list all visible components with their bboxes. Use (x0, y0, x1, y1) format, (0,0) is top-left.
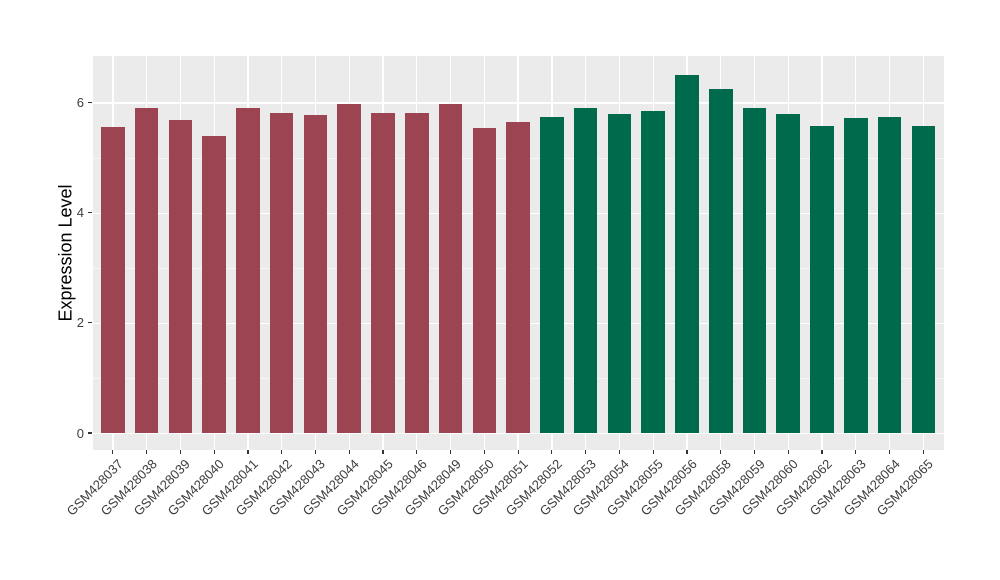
bar-GSM428038 (134, 108, 159, 433)
x-tick-mark-GSM428039 (179, 450, 181, 454)
x-tick-mark-GSM428064 (888, 450, 891, 454)
y-tick-label-2: 2 (76, 315, 84, 331)
y-tick-label-0: 0 (76, 425, 84, 441)
x-tick-mark-GSM428062 (821, 450, 823, 454)
x-tick-mark-GSM428050 (483, 450, 485, 454)
bar-GSM428049 (438, 103, 463, 433)
bar-GSM428050 (472, 127, 497, 433)
x-tick-mark-GSM428056 (686, 450, 688, 454)
bar-GSM428045 (371, 112, 395, 433)
bar-GSM428041 (236, 107, 260, 433)
bar-GSM428043 (303, 114, 328, 433)
x-tick-mark-GSM428045 (382, 450, 384, 454)
bar-GSM428054 (607, 113, 632, 433)
x-tick-mark-GSM428042 (281, 450, 283, 454)
bar-GSM428039 (168, 120, 193, 433)
x-tick-mark-GSM428043 (314, 450, 317, 454)
y-tick-mark-6 (88, 101, 92, 103)
x-tick-mark-GSM428038 (146, 450, 148, 454)
bar-GSM428040 (202, 136, 226, 433)
bar-GSM428042 (269, 113, 294, 433)
x-tick-mark-GSM428065 (922, 450, 924, 454)
bar-GSM428055 (641, 110, 665, 433)
x-tick-mark-GSM428044 (348, 450, 350, 454)
bar-GSM428037 (101, 126, 125, 433)
x-tick-mark-GSM428051 (517, 450, 519, 454)
bar-GSM428056 (675, 74, 699, 433)
plot-panel (92, 56, 944, 450)
y-tick-label-4: 4 (76, 205, 84, 221)
y-tick-label-6: 6 (76, 94, 84, 110)
x-tick-mark-GSM428059 (753, 450, 756, 454)
x-tick-mark-GSM428041 (247, 450, 249, 454)
x-tick-mark-GSM428063 (855, 450, 857, 454)
y-tick-mark-2 (88, 322, 92, 324)
x-tick-mark-GSM428037 (112, 450, 114, 454)
bar-GSM428052 (540, 117, 564, 433)
x-tick-mark-GSM428058 (720, 450, 722, 454)
bar-GSM428064 (877, 116, 902, 433)
y-tick-mark-0 (88, 432, 92, 434)
x-tick-mark-GSM428054 (618, 450, 620, 454)
x-tick-mark-GSM428046 (416, 450, 418, 454)
bar-GSM428062 (810, 126, 834, 433)
x-tick-mark-GSM428052 (551, 450, 553, 454)
bar-GSM428059 (742, 108, 767, 433)
bar-GSM428058 (708, 89, 733, 433)
x-tick-mark-GSM428060 (787, 450, 789, 454)
x-tick-mark-GSM428055 (652, 450, 654, 454)
y-axis-title: Expression Level (55, 184, 76, 322)
bar-GSM428044 (337, 103, 362, 433)
bar-GSM428063 (843, 117, 868, 433)
bar-GSM428046 (404, 112, 429, 433)
bar-GSM428060 (776, 113, 801, 433)
x-tick-mark-GSM428049 (449, 450, 452, 454)
x-tick-mark-GSM428053 (585, 450, 587, 454)
x-tick-mark-GSM428040 (213, 450, 215, 454)
bar-GSM428051 (506, 122, 530, 433)
y-tick-mark-4 (88, 212, 92, 214)
bar-GSM428065 (911, 126, 936, 433)
bar-GSM428053 (573, 108, 598, 433)
